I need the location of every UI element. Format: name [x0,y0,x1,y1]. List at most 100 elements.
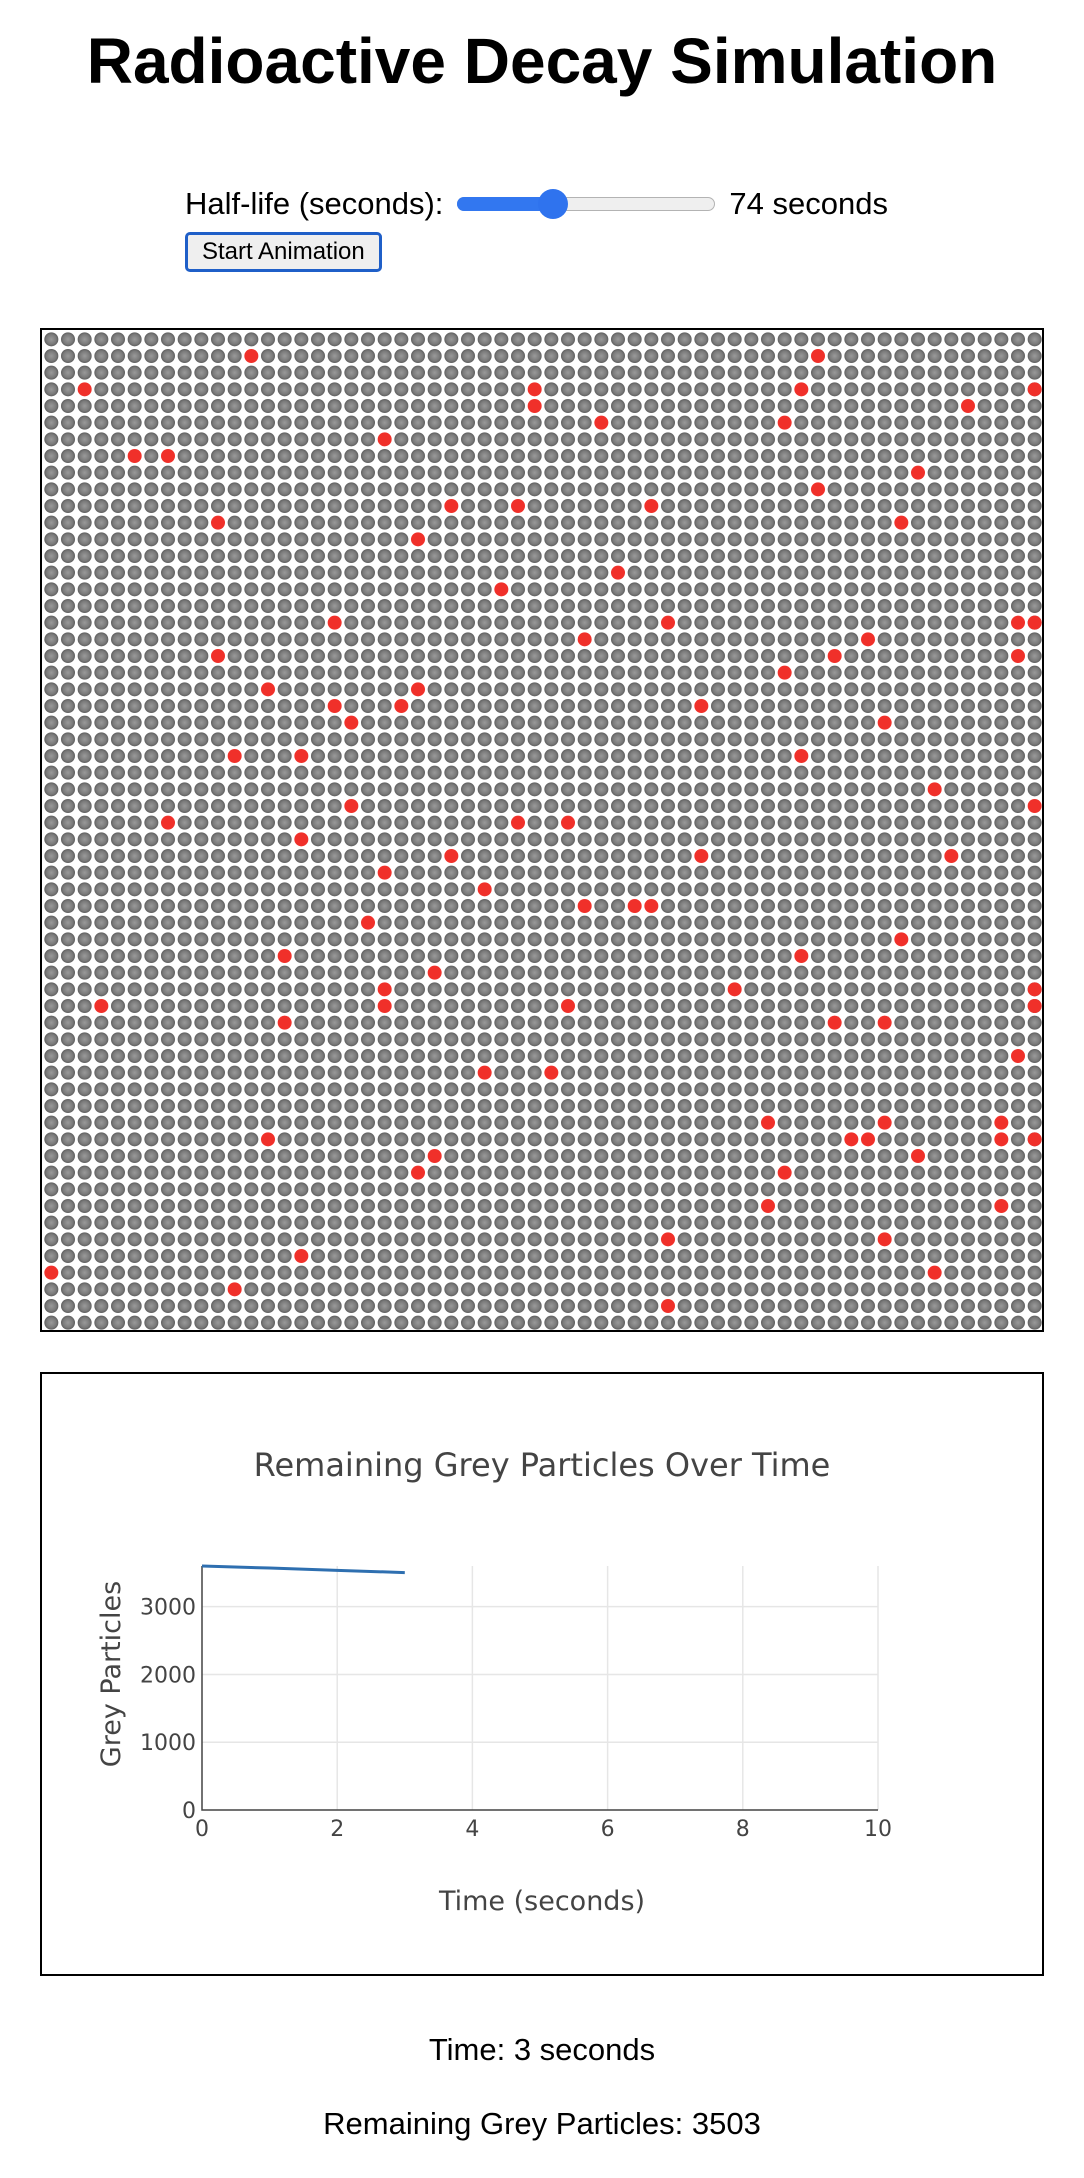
grey-particle [894,615,909,630]
grey-particle [877,582,892,597]
grey-particle [961,815,975,830]
grey-particle [211,682,225,697]
start-animation-button[interactable]: Start Animation [185,232,382,272]
grey-particle [577,1282,592,1297]
grey-particle [527,665,542,680]
grey-particle [294,432,309,447]
grey-particle [227,599,242,613]
grey-particle [494,615,509,630]
grey-particle [361,882,375,897]
grey-particle [177,1165,192,1180]
grey-particle [294,1049,309,1063]
grey-particle [411,365,425,380]
grey-particle [1027,482,1042,497]
grey-particle [761,582,775,597]
grey-particle [327,765,342,780]
grey-particle [694,999,709,1013]
grey-particle [211,332,225,347]
grey-particle [661,832,675,847]
grey-particle [94,782,109,797]
grey-particle [944,515,959,530]
grey-particle [644,399,659,413]
grey-particle [277,1082,292,1097]
grey-particle [411,732,425,747]
grey-particle [644,882,659,897]
grey-particle [461,999,475,1013]
grey-particle [594,899,609,913]
grey-particle [294,849,309,863]
grey-particle [727,665,742,680]
grey-particle [277,965,292,980]
grey-particle [544,499,559,513]
grey-particle [944,1049,959,1063]
grey-particle [311,399,325,413]
grey-particle [527,865,542,880]
grey-particle [461,1032,475,1047]
grey-particle [411,1182,425,1197]
grey-particle [327,1315,342,1330]
grey-particle [961,699,975,713]
grey-particle [911,832,925,847]
grey-particle [277,1065,292,1080]
grey-particle [311,982,325,997]
grey-particle [661,732,675,747]
grey-particle [77,849,92,863]
grey-particle [961,1165,975,1180]
grey-particle [1027,1315,1042,1330]
grey-particle [377,482,392,497]
grey-particle [794,615,809,630]
decayed-particle [877,715,892,730]
grey-particle [777,715,792,730]
grey-particle [1027,1232,1042,1247]
grey-particle [927,482,942,497]
grey-particle [811,1099,825,1113]
grey-particle [911,499,925,513]
grey-particle [311,332,325,347]
grey-particle [444,332,459,347]
grey-particle [61,1232,75,1247]
grey-particle [877,549,892,563]
grey-particle [811,799,825,813]
grey-particle [211,732,225,747]
slider-thumb[interactable] [537,189,568,219]
grey-particle [827,849,842,863]
grey-particle [661,365,675,380]
grey-particle [661,332,675,347]
grey-particle [661,999,675,1013]
grey-particle [794,799,809,813]
grey-particle [444,965,459,980]
grey-particle [1027,399,1042,413]
grey-particle [794,365,809,380]
grey-particle [794,332,809,347]
grey-particle [277,1182,292,1197]
grey-particle [277,565,292,580]
grey-particle [111,665,125,680]
grey-particle [561,532,575,547]
grey-particle [661,682,675,697]
grey-particle [61,465,75,480]
halflife-slider[interactable] [457,189,716,219]
grey-particle [244,515,259,530]
grey-particle [694,1182,709,1197]
grey-particle [244,1065,259,1080]
grey-particle [311,732,325,747]
grey-particle [327,1265,342,1280]
grey-particle [627,649,642,663]
grey-particle [577,1299,592,1313]
grey-particle [277,332,292,347]
grey-particle [861,1315,875,1330]
decayed-particle [777,665,792,680]
grey-particle [244,999,259,1013]
grey-particle [627,782,642,797]
grey-particle [711,749,725,763]
grey-particle [711,382,725,397]
grey-particle [211,1049,225,1063]
grey-particle [327,532,342,547]
grey-particle [177,949,192,963]
grey-particle [994,515,1009,530]
grey-particle [811,549,825,563]
grey-particle [644,1265,659,1280]
grey-particle [511,1199,525,1213]
grey-particle [327,715,342,730]
grey-particle [911,565,925,580]
